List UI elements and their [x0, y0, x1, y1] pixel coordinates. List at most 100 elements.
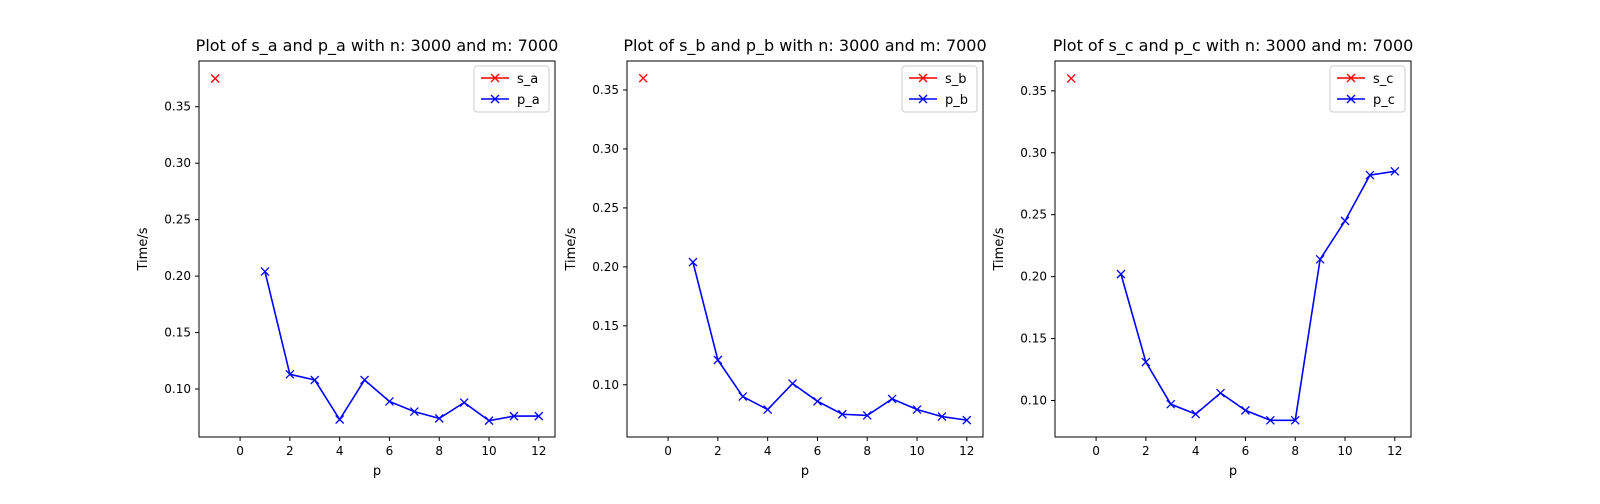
x-tick-label: 10: [909, 444, 924, 458]
y-tick-label: 0.20: [164, 269, 191, 283]
data-point: [310, 375, 320, 385]
series-p_c: [1116, 166, 1400, 425]
series-s_b: [638, 73, 648, 83]
data-point: [434, 413, 444, 423]
x-tick-label: 12: [531, 444, 546, 458]
data-point: [260, 267, 270, 277]
axes-frame: [198, 60, 556, 438]
data-point: [1265, 415, 1275, 425]
chart-panel: 0 2 4 6 8 10 12 0.10 0.15 0.20 0.25 0.30 0.35 Plot of…: [992, 36, 1413, 479]
y-tick-label: 0.10: [164, 382, 191, 396]
data-point: [285, 369, 295, 379]
x-tick-label: 4: [1192, 444, 1200, 458]
data-point: [1340, 216, 1350, 226]
legend-item: p_b: [909, 93, 968, 108]
y-tick-label: 0.20: [592, 260, 619, 274]
x-tick-label: 2: [1142, 444, 1150, 458]
data-point: [937, 412, 947, 422]
data-point: [912, 405, 922, 414]
x-tick-label: 4: [336, 444, 344, 458]
y-axis-label: Time/s: [136, 227, 151, 271]
data-point: [1315, 254, 1325, 264]
chart-title: Plot of s_a and p_a with n: 3000 and m: …: [196, 36, 559, 56]
data-point: [384, 396, 394, 406]
data-point: [638, 73, 648, 83]
data-point: [962, 415, 972, 425]
y-tick-label: 0.30: [164, 156, 191, 170]
legend: s_a p_a: [473, 65, 550, 113]
x-tick-label: 8: [1291, 444, 1299, 458]
x-tick-label: 0: [664, 444, 672, 458]
y-axis-label: Time/s: [564, 227, 579, 271]
legend-label: s_c: [1373, 72, 1393, 87]
data-point: [1166, 399, 1176, 409]
x-tick-label: 10: [481, 444, 496, 458]
chart-title: Plot of s_c and p_c with n: 3000 and m: …: [1053, 36, 1414, 56]
data-point: [788, 379, 798, 389]
data-point: [862, 410, 872, 420]
data-point: [887, 394, 897, 404]
data-point: [1216, 388, 1226, 398]
data-point: [1141, 357, 1151, 367]
legend: s_b p_b: [901, 65, 978, 113]
data-point: [210, 74, 220, 83]
legend-item: p_a: [481, 93, 540, 108]
data-point: [812, 396, 822, 406]
legend-marker: [1346, 94, 1356, 104]
legend-marker: [1346, 73, 1356, 83]
y-tick-label: 0.30: [1020, 146, 1047, 160]
y-tick-label: 0.25: [1020, 208, 1047, 222]
series-p_a: [260, 267, 544, 426]
data-point: [360, 375, 370, 385]
data-point: [1191, 409, 1201, 419]
data-point: [837, 409, 847, 419]
data-point: [1116, 269, 1126, 279]
data-point: [713, 355, 723, 365]
x-tick-label: 2: [714, 444, 722, 458]
y-tick-label: 0.30: [592, 142, 619, 156]
y-tick-label: 0.15: [164, 326, 191, 340]
legend-marker: [490, 94, 500, 104]
y-tick-label: 0.35: [592, 83, 619, 97]
legend-label: s_a: [517, 72, 538, 87]
x-tick-label: 10: [1337, 444, 1352, 458]
legend-marker: [918, 73, 928, 83]
chart-panel: 0 2 4 6 8 10 12 0.10 0.15 0.20 0.25 0.30 0.35 Plot of…: [136, 36, 558, 479]
series-line-p_b: [692, 261, 967, 421]
chart-title: Plot of s_b and p_b with n: 3000 and m: …: [623, 36, 986, 56]
x-tick-label: 8: [435, 444, 443, 458]
x-tick-label: 2: [286, 444, 294, 458]
legend-label: p_c: [1373, 93, 1395, 108]
legend-marker: [918, 94, 928, 104]
x-tick-label: 4: [764, 444, 772, 458]
x-tick-label: 12: [959, 444, 974, 458]
legend-label: p_a: [517, 93, 540, 108]
y-tick-label: 0.25: [164, 213, 191, 227]
data-point: [1390, 166, 1400, 176]
y-tick-label: 0.25: [592, 201, 619, 215]
data-point: [1240, 405, 1250, 415]
chart-panel: 0 2 4 6 8 10 12 0.10 0.15 0.20 0.25 0.30 0.35 Plot of…: [564, 36, 987, 479]
y-tick-label: 0.15: [1020, 332, 1047, 346]
data-point: [1365, 170, 1375, 180]
legend-item: s_b: [909, 72, 967, 87]
data-point: [335, 415, 345, 424]
data-point: [409, 407, 419, 417]
data-point: [509, 411, 519, 421]
y-tick-label: 0.10: [592, 378, 619, 392]
data-point: [459, 398, 469, 408]
series-s_a: [210, 74, 220, 83]
x-tick-label: 12: [1387, 444, 1402, 458]
x-tick-label: 6: [1242, 444, 1250, 458]
data-point: [763, 405, 773, 414]
data-point: [484, 416, 494, 426]
legend-item: s_a: [481, 72, 538, 87]
legend-item: p_c: [1337, 93, 1395, 108]
axes-frame: [626, 60, 984, 438]
data-point: [688, 257, 698, 267]
series-line-p_a: [264, 271, 539, 422]
data-point: [534, 411, 544, 421]
x-tick-label: 6: [814, 444, 822, 458]
